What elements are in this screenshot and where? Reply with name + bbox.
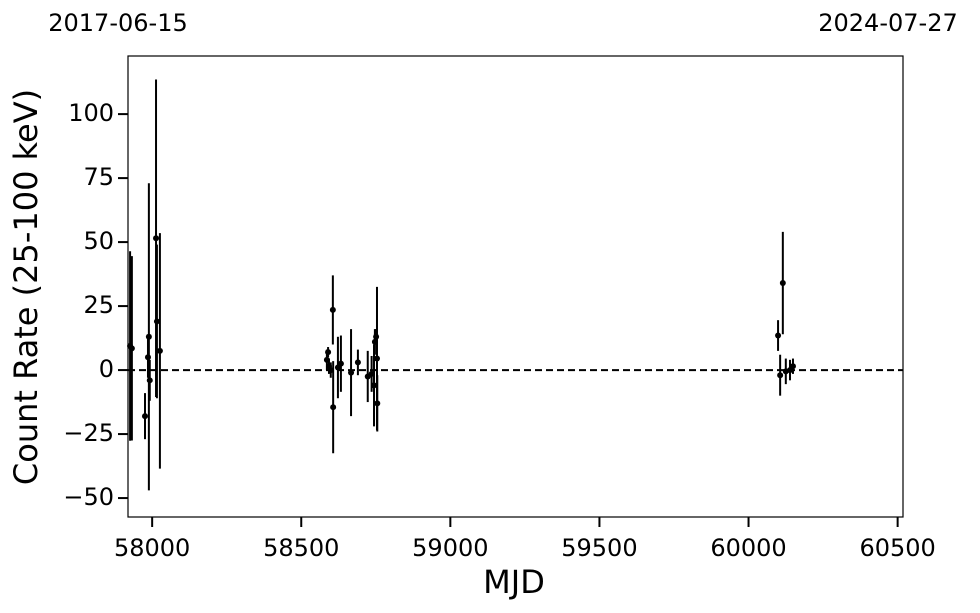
data-point — [330, 404, 337, 411]
x-tick-label: 58000 — [114, 534, 190, 562]
y-tick-label: −25 — [63, 419, 114, 447]
data-point — [145, 333, 152, 340]
data-point — [128, 345, 135, 352]
x-tick-label: 58500 — [263, 534, 339, 562]
data-point — [153, 318, 160, 325]
y-axis-label: Count Rate (25-100 keV) — [7, 89, 45, 485]
data-point — [329, 306, 336, 313]
data-point — [374, 400, 381, 407]
data-point — [146, 377, 153, 384]
data-point — [775, 332, 782, 339]
data-point — [779, 280, 786, 287]
data-point — [348, 369, 355, 376]
data-point — [354, 359, 361, 366]
y-tick-label: 100 — [68, 99, 114, 127]
x-tick-label: 60500 — [859, 534, 935, 562]
data-point — [141, 413, 148, 420]
start-date-label: 2017-06-15 — [48, 9, 187, 37]
data-point — [337, 360, 344, 367]
y-tick-label: 75 — [83, 163, 114, 191]
data-point — [371, 382, 378, 389]
x-tick-label: 59000 — [412, 534, 488, 562]
data-point — [789, 363, 796, 370]
plot-frame — [127, 55, 904, 518]
end-date-label: 2024-07-27 — [818, 9, 957, 37]
y-tick-label: −50 — [63, 483, 114, 511]
data-point — [777, 372, 784, 379]
data-point — [156, 347, 163, 354]
x-tick-label: 60000 — [710, 534, 786, 562]
y-tick-label: 25 — [83, 291, 114, 319]
y-tick-label: 0 — [99, 355, 114, 383]
data-point — [373, 355, 380, 362]
x-axis-label: MJD — [483, 563, 545, 601]
x-tick-label: 59500 — [561, 534, 637, 562]
y-tick-label: 50 — [83, 227, 114, 255]
data-point — [325, 349, 332, 356]
data-point — [153, 235, 160, 242]
